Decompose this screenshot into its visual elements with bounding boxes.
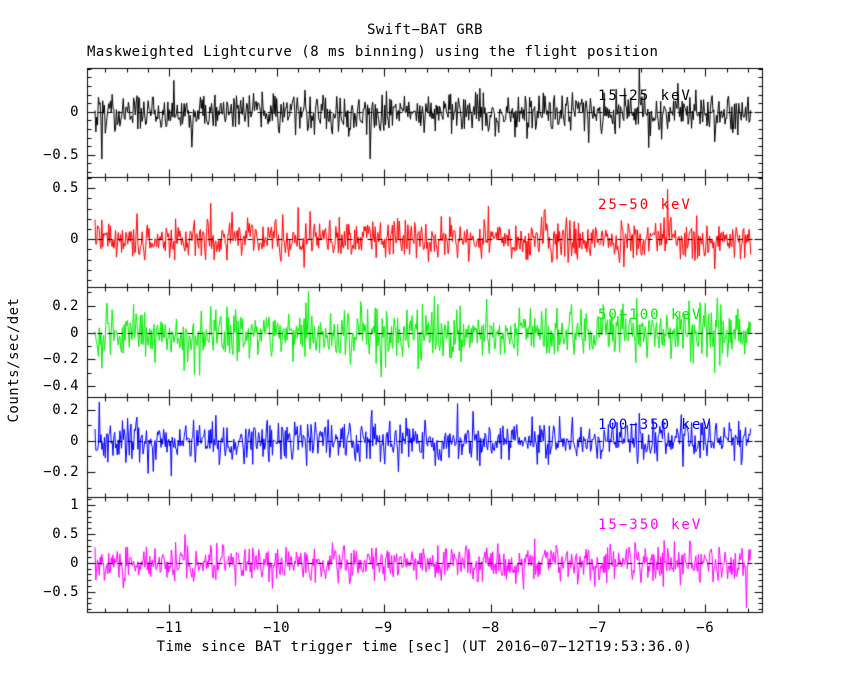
y-tick-label: 0.2 <box>52 297 79 314</box>
energy-band-label: 100−350 keV <box>598 417 713 433</box>
y-tick-label: 0.5 <box>52 180 79 197</box>
x-tick-label: −11 <box>156 620 183 636</box>
plot-subtitle: Maskweighted Lightcurve (8 ms binning) u… <box>87 44 659 60</box>
y-axis-label: Counts/sec/det <box>6 297 22 423</box>
x-tick-label: −6 <box>696 620 715 636</box>
energy-band-label: 15−350 keV <box>598 517 703 533</box>
energy-band-label: 25−50 keV <box>598 197 692 213</box>
y-tick-label: 0 <box>70 103 79 120</box>
energy-band-label: 50−100 keV <box>598 307 703 323</box>
x-tick-label: −10 <box>263 620 291 636</box>
y-tick-label: −0.5 <box>43 146 79 163</box>
y-tick-label: 0.5 <box>52 525 79 542</box>
plot-title: Swift−BAT GRB <box>366 22 484 38</box>
y-tick-label: −0.5 <box>43 583 79 600</box>
y-tick-label: −0.2 <box>43 351 79 368</box>
energy-band-label: 15−25 keV <box>598 88 692 104</box>
y-tick-label: 0 <box>70 554 79 571</box>
x-tick-label: −9 <box>374 620 393 636</box>
y-tick-label: 0 <box>70 324 79 341</box>
y-tick-label: 0.2 <box>52 401 79 418</box>
y-tick-label: −0.4 <box>43 378 79 395</box>
y-tick-label: −0.2 <box>43 464 79 480</box>
x-axis-label: Time since BAT trigger time [sec] (UT 20… <box>156 639 693 655</box>
y-tick-label: 0 <box>70 432 79 449</box>
y-tick-label: 1 <box>70 497 79 514</box>
y-tick-label: 0 <box>70 231 79 248</box>
x-tick-label: −7 <box>589 620 607 636</box>
x-tick-label: −8 <box>481 620 500 636</box>
